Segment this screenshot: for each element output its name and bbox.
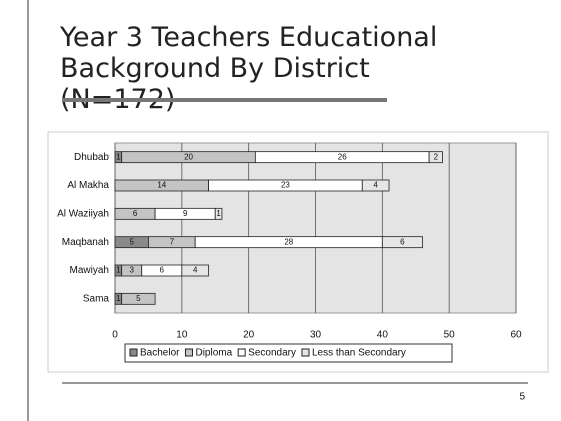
y-tick-label: Maqbanah (62, 237, 109, 248)
legend-box (124, 343, 453, 363)
data-label: 20 (184, 152, 193, 161)
legend-swatch (184, 348, 193, 357)
x-tick-label: 0 (112, 330, 118, 341)
legend-label: Bachelor (140, 348, 180, 359)
data-label: 6 (160, 266, 165, 275)
legend-label: Diploma (195, 348, 232, 359)
bar-segment (214, 207, 223, 220)
data-label: 1 (116, 294, 121, 303)
bar-segment (121, 292, 156, 305)
y-tick-label: Mawiyah (70, 265, 109, 276)
data-label: 4 (373, 181, 378, 190)
data-label: 26 (338, 152, 347, 161)
data-label: 14 (157, 181, 166, 190)
chart-frame (47, 131, 549, 373)
y-tick-label: Sama (83, 293, 110, 304)
title-rule (62, 98, 387, 102)
x-tick-label: 20 (243, 330, 255, 341)
legend-swatch (129, 348, 138, 357)
legend-label: Secondary (248, 348, 296, 359)
x-tick-label: 10 (176, 330, 188, 341)
data-label: 1 (116, 266, 121, 275)
y-tick-label: Dhubab (74, 152, 109, 163)
x-tick-label: 50 (444, 330, 456, 341)
data-label: 1 (116, 152, 121, 161)
data-label: 9 (183, 209, 188, 218)
slide-title: Year 3 Teachers Educational Background B… (60, 22, 438, 115)
bar-segment (361, 179, 390, 192)
data-label: 7 (170, 237, 175, 246)
data-label: 6 (400, 237, 405, 246)
legend-swatch (301, 348, 310, 357)
y-tick-label: Al Makha (67, 180, 109, 191)
x-tick-label: 60 (510, 330, 522, 341)
bar-segment (381, 236, 423, 249)
data-label: 4 (193, 266, 198, 275)
data-label: 1 (216, 209, 221, 218)
data-label: 5 (129, 237, 134, 246)
legend-label: Less than Secondary (312, 348, 406, 359)
x-tick-label: 30 (310, 330, 322, 341)
data-label: 2 (434, 152, 439, 161)
y-tick-label: Al Waziiyah (57, 208, 109, 219)
data-label: 6 (133, 209, 138, 218)
x-tick-label: 40 (377, 330, 389, 341)
data-label: 23 (281, 181, 290, 190)
legend-swatch (237, 348, 246, 357)
data-label: 3 (129, 266, 134, 275)
data-label: 28 (284, 237, 293, 246)
bar-segment (428, 151, 443, 164)
bar-segment (181, 264, 209, 277)
data-label: 5 (136, 294, 141, 303)
page-number: 5 (519, 392, 525, 403)
